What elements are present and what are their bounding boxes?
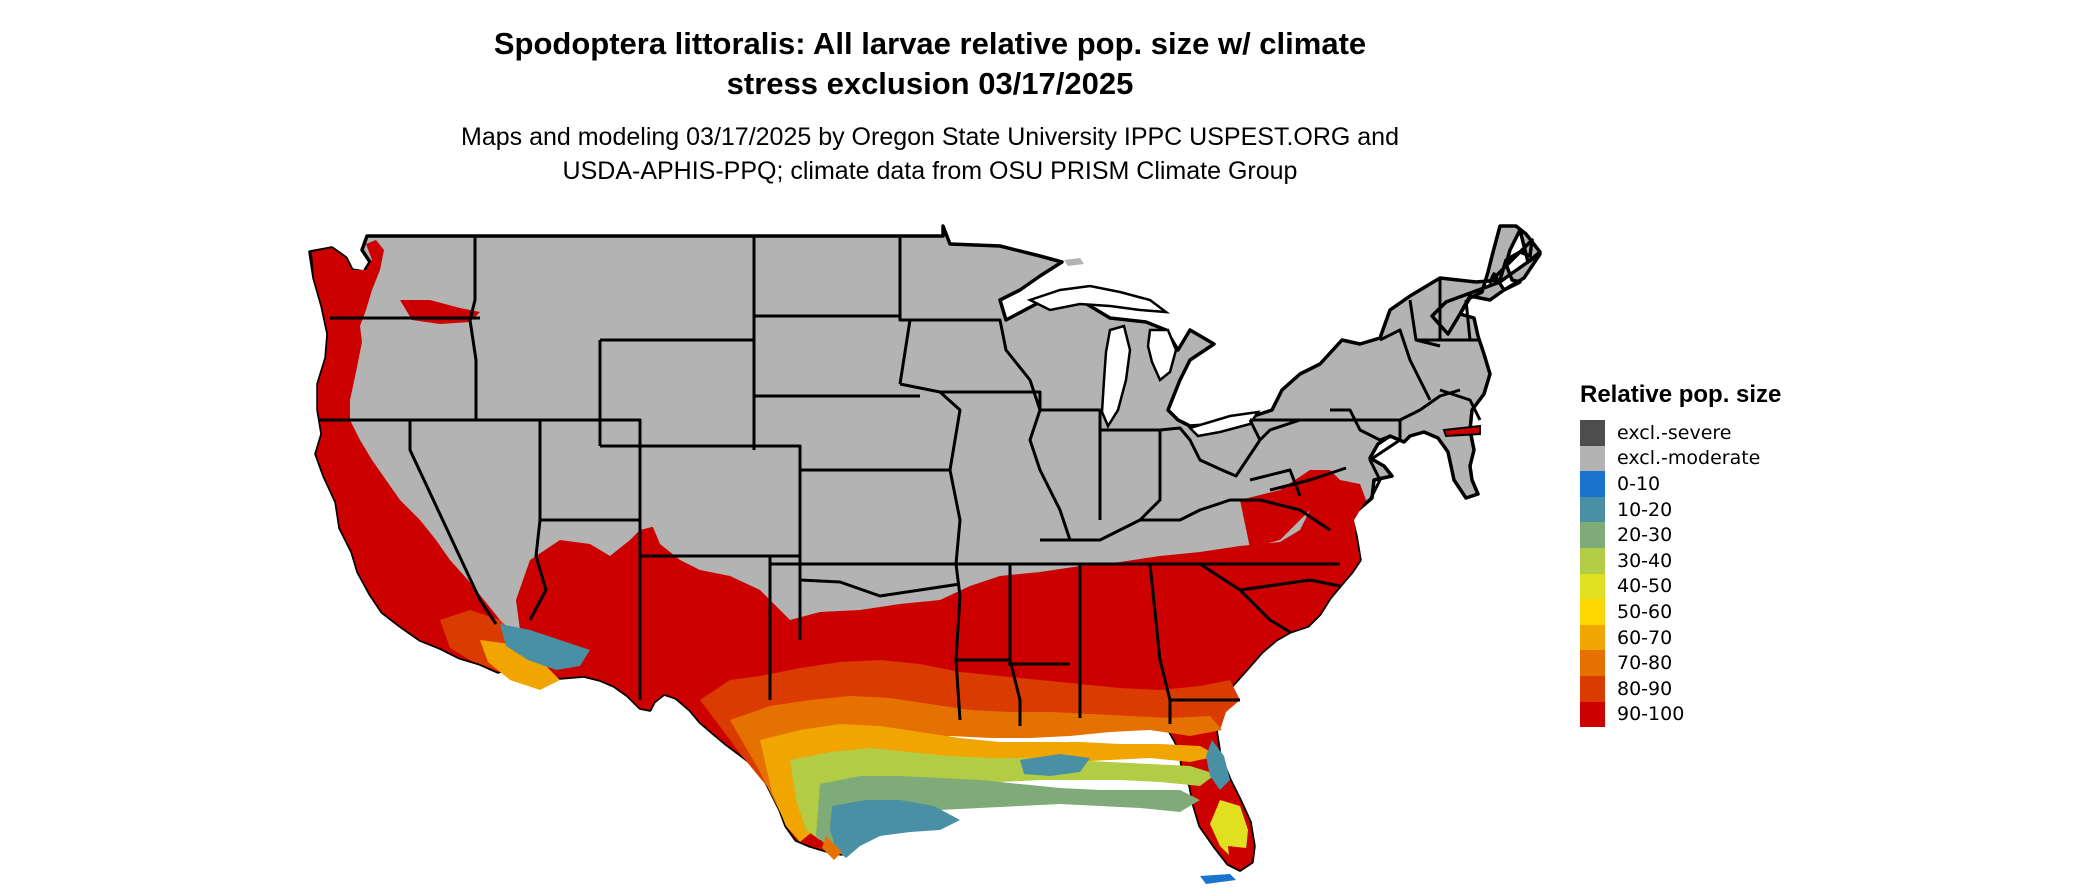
legend-label: 20-30 — [1617, 524, 1673, 547]
legend-swatch — [1580, 701, 1605, 728]
subtitle-line-1: Maps and modeling 03/17/2025 by Oregon S… — [461, 123, 1399, 151]
lake-erie — [1187, 410, 1261, 438]
lake-superior-isle — [1064, 258, 1084, 266]
legend-label: excl.-severe — [1617, 421, 1732, 444]
subtitle-line-2: USDA-APHIS-PPQ; climate data from OSU PR… — [562, 157, 1298, 185]
legend-label: 60-70 — [1617, 626, 1673, 649]
legend-swatch — [1580, 599, 1605, 625]
zone-30-40 — [790, 748, 1216, 840]
legend-swatch — [1580, 675, 1605, 702]
legend-item: 80-90 — [1580, 675, 1781, 702]
legend-swatch — [1580, 624, 1605, 651]
legend-item: 40-50 — [1580, 573, 1781, 600]
legend-item: excl.-severe — [1580, 420, 1781, 446]
zone-0-10-keys — [1200, 874, 1236, 884]
legend-item: 10-20 — [1580, 496, 1781, 523]
lake-michigan — [1100, 324, 1132, 429]
legend-swatch — [1580, 547, 1605, 574]
legend-label: 80-90 — [1617, 677, 1673, 700]
legend-item: 90-100 — [1580, 701, 1781, 728]
legend-item: 0-10 — [1580, 471, 1781, 497]
zone-10-20-fl — [1206, 740, 1230, 790]
legend-label: 70-80 — [1617, 652, 1673, 675]
legend-swatch — [1580, 445, 1605, 472]
map-title: Spodoptera littoralis: All larvae relati… — [400, 24, 1460, 104]
zone-fl-tip — [1228, 846, 1252, 870]
legend-label: 30-40 — [1617, 549, 1673, 572]
legend-swatch — [1580, 496, 1605, 523]
title-line-2: stress exclusion 03/17/2025 — [726, 66, 1134, 101]
legend-label: excl.-moderate — [1617, 447, 1761, 470]
legend-label: 40-50 — [1617, 575, 1673, 598]
zone-tx-tip — [822, 836, 842, 860]
zone-60-70-az — [480, 640, 560, 690]
legend-swatch — [1580, 522, 1605, 548]
legend-item: 60-70 — [1580, 624, 1781, 651]
zone-10-20-la — [1020, 754, 1090, 776]
legend: Relative pop. size excl.-severe excl.-mod… — [1580, 380, 1782, 728]
legend-label: 10-20 — [1617, 498, 1673, 521]
title-line-1: Spodoptera littoralis: All larvae relati… — [493, 26, 1367, 61]
legend-item: 70-80 — [1580, 650, 1781, 676]
legend-swatch — [1580, 573, 1605, 600]
zone-excluded-north — [600, 440, 960, 596]
zone-fl-south — [1210, 800, 1248, 860]
zone-west-coast — [312, 240, 530, 672]
legend-swatch — [1580, 650, 1605, 676]
long-island — [1442, 424, 1481, 438]
legend-item: 50-60 — [1580, 599, 1781, 625]
zone-10-20-gulf — [830, 800, 960, 858]
legend-swatch — [1580, 471, 1605, 497]
state-boundaries — [318, 234, 1482, 726]
legend-swatch — [1580, 420, 1605, 446]
legend-item: excl.-moderate — [1580, 445, 1781, 472]
legend-title: Relative pop. size — [1580, 381, 1782, 408]
legend-label: 90-100 — [1617, 703, 1685, 726]
legend-item: 30-40 — [1580, 547, 1781, 574]
zone-10-20-az — [500, 624, 590, 670]
legend-label: 0-10 — [1617, 472, 1661, 495]
lake-huron — [1146, 328, 1178, 382]
legend-item: 20-30 — [1580, 522, 1781, 548]
lake-superior — [1026, 284, 1171, 314]
legend-items: excl.-severe excl.-moderate 0-10 10-20 20-30… — [1580, 420, 1781, 728]
zone-20-30 — [816, 776, 1200, 850]
map-subtitle: Maps and modeling 03/17/2025 by Oregon S… — [380, 120, 1480, 188]
legend-label: 50-60 — [1617, 600, 1673, 623]
